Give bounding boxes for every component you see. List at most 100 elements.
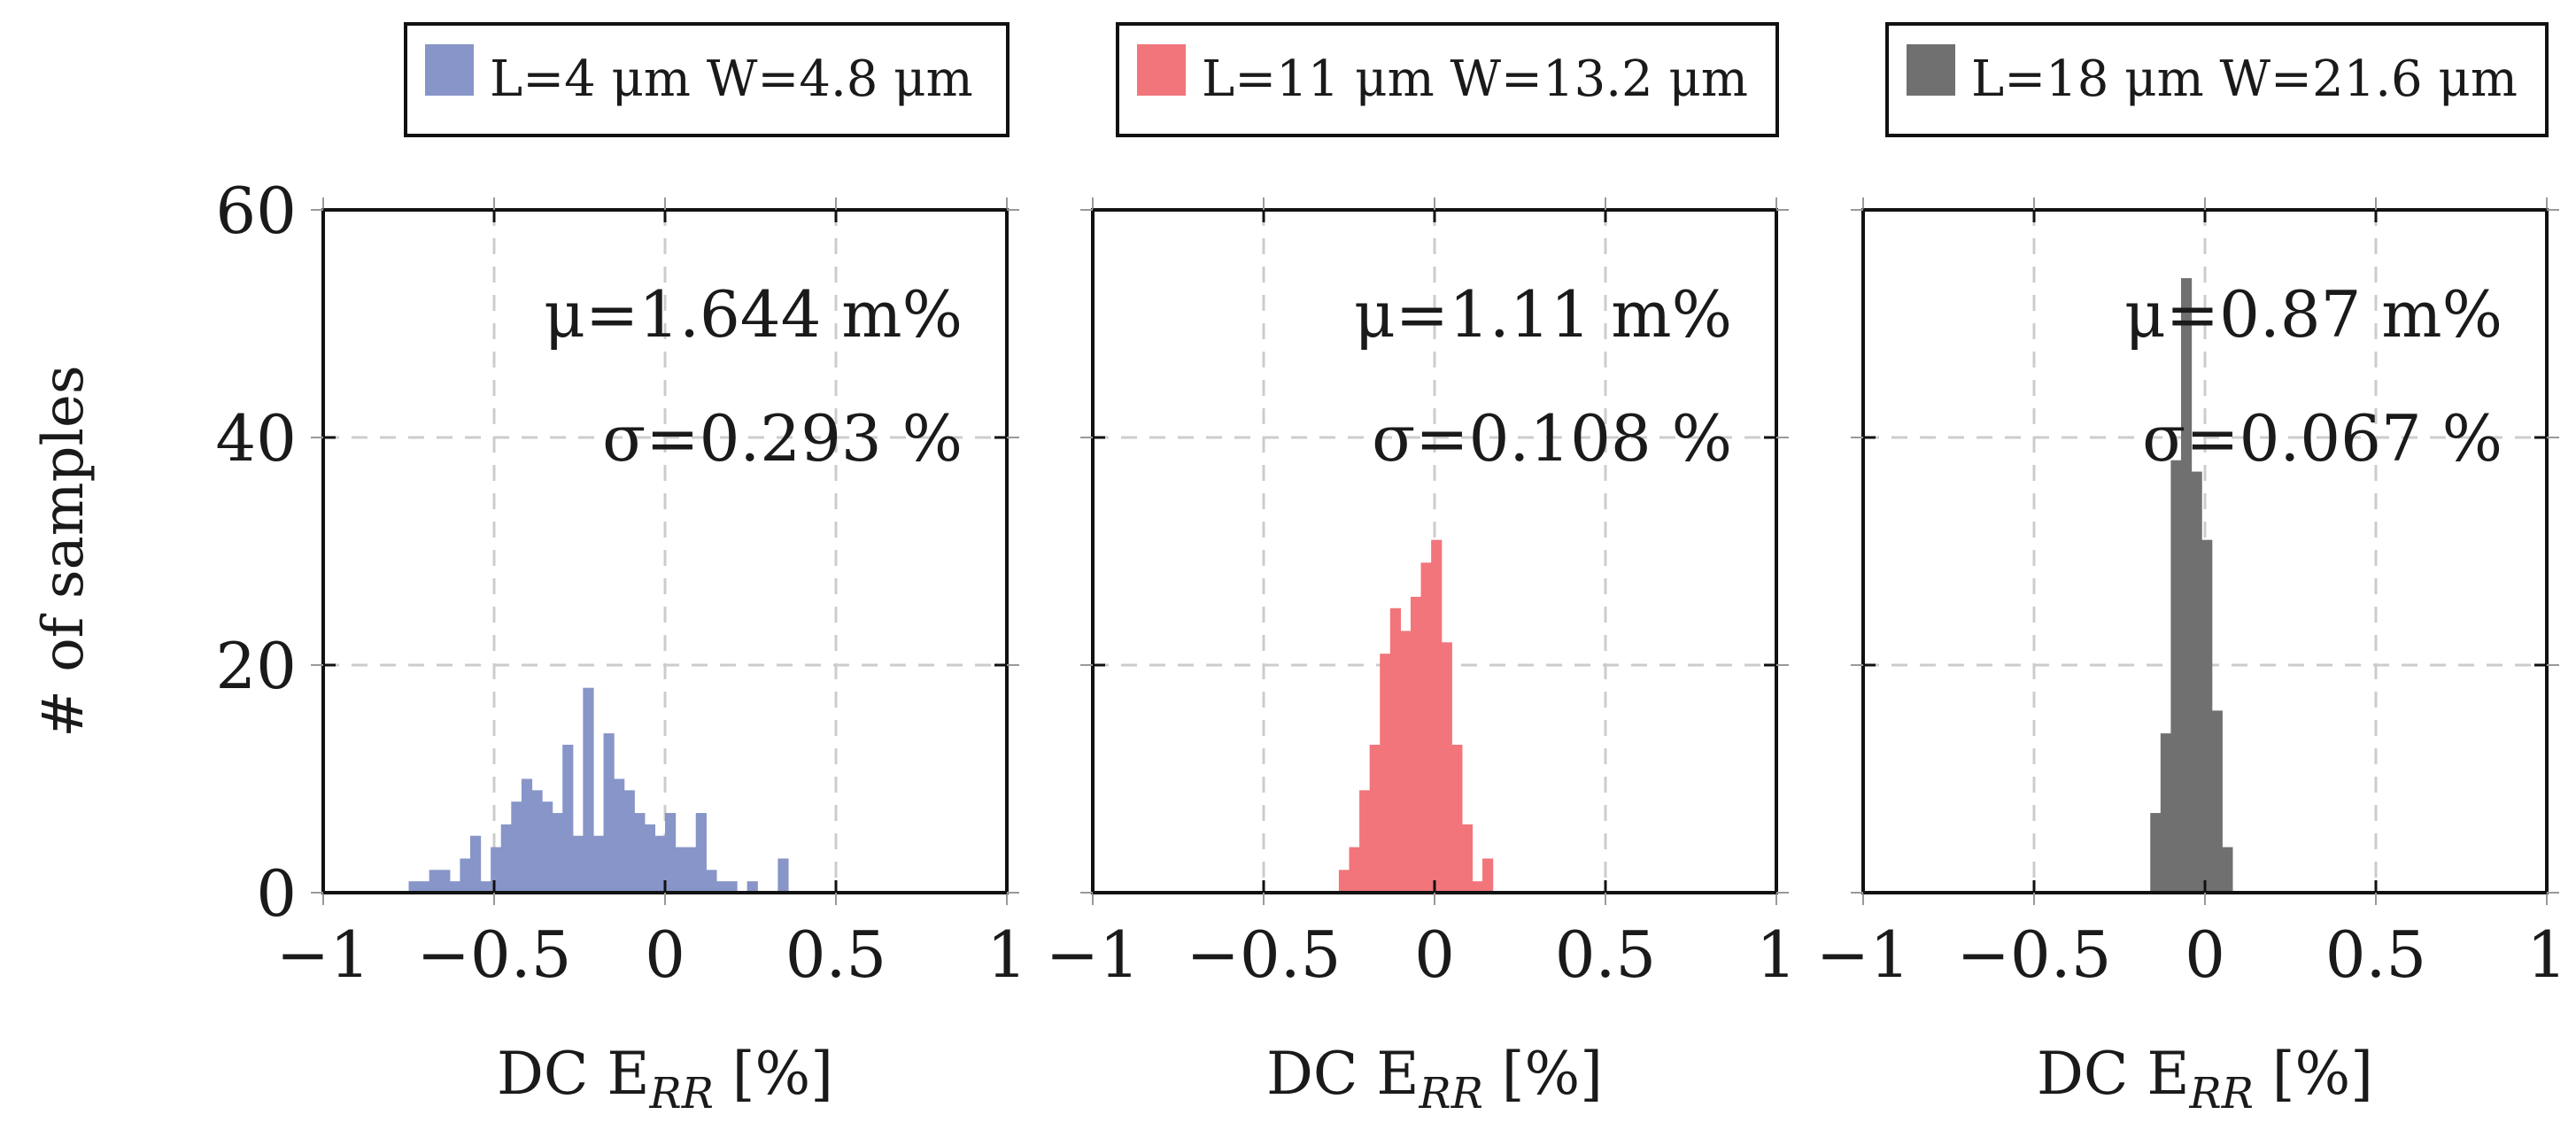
x-tick-label: 0 bbox=[645, 917, 685, 992]
x-tick-label: −1 bbox=[1046, 917, 1140, 992]
histogram-bar bbox=[706, 870, 717, 893]
legend-3: L=18 μm W=21.6 μm bbox=[1885, 22, 2549, 137]
histogram-bar bbox=[634, 813, 646, 893]
histogram-bar bbox=[572, 835, 584, 893]
legend-2: L=11 μm W=13.2 μm bbox=[1116, 22, 1779, 137]
x-axis-label-subscript: RR bbox=[2189, 1069, 2254, 1118]
histogram-bar bbox=[1482, 858, 1494, 893]
histogram-bar bbox=[469, 835, 482, 893]
histogram-bar bbox=[695, 813, 707, 893]
histogram-bar bbox=[1380, 654, 1391, 893]
sigma-annotation: σ=0.293 % bbox=[602, 401, 963, 476]
histogram-bar bbox=[429, 870, 440, 893]
histogram-bar bbox=[654, 835, 666, 893]
histogram-bar bbox=[562, 744, 574, 893]
x-axis-label-unit: [%] bbox=[2254, 1040, 2373, 1108]
histogram-bar bbox=[603, 733, 615, 893]
histogram-bar bbox=[511, 801, 522, 893]
x-tick-label: −1 bbox=[1816, 917, 1910, 992]
histogram-bar bbox=[2180, 278, 2193, 894]
histogram-bar bbox=[531, 790, 543, 893]
x-tick-label: 0.5 bbox=[785, 917, 887, 992]
y-tick-label: 40 bbox=[215, 401, 297, 476]
histogram-bar bbox=[2150, 813, 2162, 893]
legend-box bbox=[404, 22, 1010, 137]
histogram-bar bbox=[746, 881, 758, 893]
histogram-bar bbox=[777, 858, 789, 893]
x-axis-label-main: DC E bbox=[497, 1040, 650, 1108]
y-tick-label: 20 bbox=[215, 629, 297, 703]
y-tick-label: 60 bbox=[215, 174, 297, 248]
histogram-panel-1: −1 −0.5 0 0.5 1 0 20 40 60 μ=1.644 m% σ=0.293 % DC … bbox=[215, 174, 1027, 1118]
legend-label: L=11 μm W=13.2 μm bbox=[1202, 50, 1748, 108]
x-tick-label: 0 bbox=[1414, 917, 1455, 992]
x-tick-label: 1 bbox=[2526, 917, 2567, 992]
histogram-panel-3: −1 −0.5 0 0.5 1 μ=0.87 m% σ=0.067 % DC ERR [%] bbox=[1816, 197, 2567, 1118]
x-tick-label: 1 bbox=[986, 917, 1027, 992]
legend-label: L=18 μm W=21.6 μm bbox=[1971, 50, 2518, 108]
x-tick-label: −0.5 bbox=[1957, 917, 2112, 992]
x-tick-label: 1 bbox=[1756, 917, 1797, 992]
histogram-bar bbox=[1389, 608, 1401, 893]
x-axis-label-main: DC E bbox=[2037, 1040, 2190, 1108]
histogram-bar bbox=[1472, 881, 1483, 893]
x-axis-label: DC ERR [%] bbox=[1266, 1040, 1603, 1118]
x-tick-label: 0.5 bbox=[2325, 917, 2427, 992]
histogram-bar bbox=[726, 881, 738, 893]
histogram-bar bbox=[439, 870, 451, 893]
sigma-annotation: σ=0.108 % bbox=[1372, 401, 1732, 476]
histogram-bar bbox=[1461, 824, 1474, 893]
y-axis-label: # of samples bbox=[31, 365, 97, 737]
histogram-bar bbox=[2222, 847, 2233, 893]
histogram-bar bbox=[419, 881, 430, 893]
mean-annotation: μ=1.11 m% bbox=[1354, 277, 1732, 352]
histogram-bar bbox=[521, 778, 533, 893]
x-axis-label-main: DC E bbox=[1266, 1040, 1420, 1108]
histogram-bar bbox=[460, 858, 471, 893]
histogram-bar bbox=[408, 881, 420, 893]
histogram-bar bbox=[685, 847, 697, 893]
legend-box bbox=[1116, 22, 1779, 137]
histogram-bar bbox=[1400, 631, 1412, 893]
histogram-bar bbox=[583, 687, 594, 893]
legend-box bbox=[1885, 22, 2549, 137]
histogram-bar bbox=[1410, 596, 1422, 893]
x-tick-label: 0.5 bbox=[1555, 917, 1657, 992]
histogram-bar bbox=[665, 813, 677, 893]
x-tick-label: −0.5 bbox=[1187, 917, 1342, 992]
histogram-bar bbox=[1349, 847, 1360, 893]
histogram-bar bbox=[1441, 642, 1452, 893]
histogram-panel-2: −1 −0.5 0 0.5 1 μ=1.11 m% σ=0.108 % DC ERR [%] bbox=[1046, 197, 1797, 1118]
histogram-bar bbox=[2191, 471, 2202, 893]
y-tick-label: 0 bbox=[256, 856, 297, 931]
x-axis-label: DC ERR [%] bbox=[497, 1040, 833, 1118]
x-axis-label-unit: [%] bbox=[1483, 1040, 1603, 1108]
legend-swatch bbox=[1907, 44, 1955, 96]
legend-swatch bbox=[425, 44, 474, 96]
x-tick-label: −0.5 bbox=[417, 917, 572, 992]
histogram-bar bbox=[1420, 562, 1432, 893]
x-axis-label-unit: [%] bbox=[714, 1040, 833, 1108]
histogram-bar bbox=[675, 847, 686, 893]
x-tick-label: −1 bbox=[276, 917, 370, 992]
sigma-annotation: σ=0.067 % bbox=[2142, 401, 2503, 476]
legend-1: L=4 μm W=4.8 μm bbox=[404, 22, 1010, 137]
mean-annotation: μ=0.87 m% bbox=[2124, 277, 2503, 352]
histogram-bar bbox=[1359, 790, 1371, 893]
legend-label: L=4 μm W=4.8 μm bbox=[490, 50, 973, 108]
histogram-bar bbox=[592, 835, 605, 893]
x-axis-label-subscript: RR bbox=[1419, 1069, 1483, 1118]
histogram-bar bbox=[2160, 733, 2171, 893]
histogram-bar bbox=[552, 813, 563, 893]
histogram-bar bbox=[449, 881, 460, 893]
histogram-bar bbox=[644, 824, 656, 893]
histogram-bar bbox=[542, 801, 553, 893]
x-tick-label: 0 bbox=[2185, 917, 2225, 992]
histogram-bar bbox=[491, 847, 502, 893]
histogram-bar bbox=[623, 790, 635, 893]
histogram-bar bbox=[1338, 870, 1350, 893]
x-axis-label: DC ERR [%] bbox=[2037, 1040, 2373, 1118]
x-axis-label-subscript: RR bbox=[649, 1069, 714, 1118]
histogram-bar bbox=[2170, 460, 2182, 893]
